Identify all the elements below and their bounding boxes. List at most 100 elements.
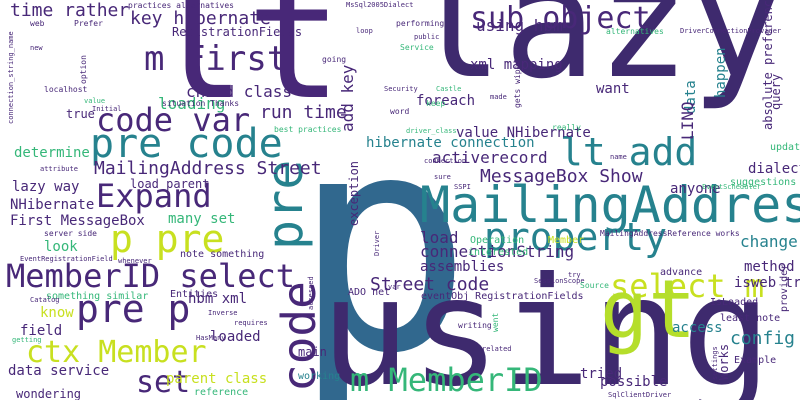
cloud-word: new [30, 44, 43, 52]
cloud-word: load [420, 228, 459, 247]
cloud-word: whenever [118, 257, 152, 265]
cloud-word: gt [600, 263, 697, 356]
cloud-word: MailingAddressReference works [600, 229, 740, 238]
cloud-word: ADO net [348, 287, 391, 298]
cloud-word: determine [14, 145, 90, 161]
cloud-word: best practices [274, 125, 342, 134]
cloud-word: made [490, 93, 507, 101]
cloud-word: SessionScope [534, 277, 585, 285]
cloud-word: sure [434, 173, 451, 181]
cloud-word: RegistrationFields [172, 25, 303, 39]
cloud-word: var [388, 283, 401, 291]
cloud-word: situation Thanks [162, 99, 240, 108]
cloud-word: foreach [416, 93, 476, 109]
cloud-word: went [491, 312, 500, 332]
cloud-word: MessageBox Show [480, 166, 643, 187]
cloud-word: time rather [10, 0, 130, 21]
cloud-word: gets wiped [513, 59, 522, 108]
cloud-word: related [482, 345, 512, 353]
cloud-word: NHibernate [10, 197, 95, 213]
cloud-word: main [298, 345, 327, 359]
cloud-word: Driver [373, 230, 381, 256]
cloud-word: DriverConnectionProvider [680, 27, 782, 35]
cloud-word: lt add [560, 130, 698, 174]
cloud-word: Castle [436, 85, 462, 93]
cloud-word: keep [426, 99, 446, 108]
cloud-word: m MemberID [350, 361, 543, 399]
cloud-word: know [40, 305, 74, 321]
cloud-word: tried [580, 366, 623, 382]
cloud-word: lazy [410, 0, 784, 113]
cloud-word: connection_string_name [7, 31, 15, 124]
cloud-word: possible [600, 374, 668, 390]
cloud-word: note something [180, 249, 265, 260]
cloud-word: MsSql2005Dialect [346, 1, 414, 9]
cloud-word: xml mapping [470, 57, 563, 73]
cloud-word: Member [548, 235, 585, 246]
cloud-word: update [770, 142, 800, 153]
cloud-word: hbm xml [188, 291, 248, 307]
cloud-word: name [610, 153, 627, 161]
cloud-word: MailingAddress Street [94, 158, 322, 179]
cloud-word: Source [580, 281, 609, 290]
cloud-word: working [298, 371, 341, 382]
cloud-word: connectionString [420, 242, 575, 261]
cloud-word: pre code [90, 121, 283, 167]
cloud-word: loop [356, 27, 373, 35]
cloud-word: getting [12, 336, 42, 344]
cloud-word: SSPI [454, 183, 471, 191]
cloud-word: option [79, 55, 88, 84]
cloud-word: Service [400, 43, 434, 52]
cloud-word: query [769, 73, 783, 110]
cloud-word: web [30, 19, 45, 28]
cloud-word: lt [150, 0, 343, 135]
cloud-word: going [322, 55, 347, 64]
cloud-word: method [744, 259, 795, 275]
cloud-word: exception [347, 160, 361, 226]
cloud-word: property [484, 215, 668, 259]
cloud-word: m First [144, 39, 288, 79]
cloud-word: absolute preference [761, 0, 775, 130]
cloud-word: provider [779, 263, 790, 312]
cloud-word: p pre [110, 217, 225, 261]
cloud-word: isweb true [734, 275, 800, 291]
cloud-word: run time [260, 102, 347, 123]
cloud-word: MemberID select [6, 257, 295, 295]
cloud-word: MailingAddress [420, 176, 800, 234]
cloud-word: field [20, 323, 63, 339]
cloud-word: something similar [46, 291, 149, 302]
cloud-word: set [136, 365, 191, 400]
cloud-word: look [44, 239, 78, 255]
cloud-word: Prefer [74, 19, 103, 28]
cloud-word: many set [168, 211, 236, 227]
cloud-word: change [740, 232, 798, 251]
cloud-word: driver_class [406, 127, 457, 135]
cloud-word: writing [458, 321, 492, 330]
cloud-word: load parent [130, 177, 210, 191]
cloud-word: localhost [44, 85, 88, 94]
cloud-word: key hibernate [130, 8, 271, 29]
cloud-word: Street code [370, 274, 490, 295]
cloud-word: activerecord [432, 148, 548, 167]
cloud-word: parent class [166, 371, 268, 387]
cloud-word: Works [717, 343, 731, 380]
cloud-word: EventRegistrationField [20, 255, 113, 263]
cloud-word: value NHibernate [456, 125, 591, 141]
cloud-word: want [596, 81, 630, 97]
cloud-word: try [568, 271, 581, 279]
cloud-word: assemblies [420, 259, 505, 275]
cloud-word: attribute [40, 165, 78, 173]
cloud-word: Security [384, 85, 418, 93]
cloud-word: p [292, 70, 473, 400]
cloud-word: IsLoaded [710, 297, 759, 308]
cloud-word: Example [734, 355, 777, 366]
cloud-word: HasMany [196, 334, 226, 342]
cloud-word: settings [711, 346, 719, 380]
cloud-word: advance [660, 267, 703, 278]
cloud-word: Expand [96, 177, 212, 215]
cloud-word: loading [158, 94, 226, 113]
cloud-word: ctx Member [26, 335, 207, 370]
cloud-word: reference [194, 387, 249, 398]
cloud-word: config [730, 328, 796, 349]
